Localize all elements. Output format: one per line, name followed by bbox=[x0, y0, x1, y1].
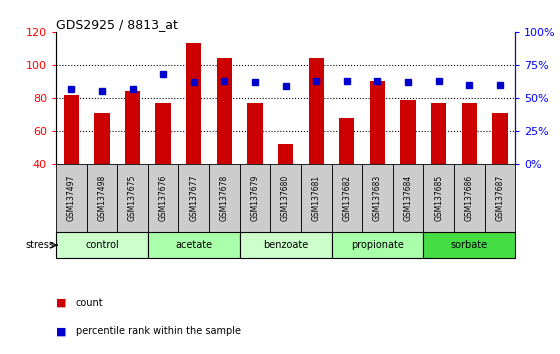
FancyBboxPatch shape bbox=[301, 164, 332, 232]
Text: GSM137675: GSM137675 bbox=[128, 175, 137, 221]
Text: acetate: acetate bbox=[175, 240, 212, 250]
Text: GSM137685: GSM137685 bbox=[434, 175, 443, 221]
FancyBboxPatch shape bbox=[240, 164, 270, 232]
Text: GDS2925 / 8813_at: GDS2925 / 8813_at bbox=[56, 18, 178, 31]
Bar bbox=[461, 103, 477, 230]
Text: GSM137498: GSM137498 bbox=[97, 175, 106, 221]
Bar bbox=[186, 44, 202, 230]
Text: GSM137676: GSM137676 bbox=[158, 175, 167, 221]
Text: benzoate: benzoate bbox=[263, 240, 308, 250]
Text: GSM137678: GSM137678 bbox=[220, 175, 229, 221]
Text: GSM137497: GSM137497 bbox=[67, 175, 76, 221]
FancyBboxPatch shape bbox=[87, 164, 117, 232]
Bar bbox=[370, 81, 385, 230]
Text: ■: ■ bbox=[56, 298, 67, 308]
FancyBboxPatch shape bbox=[148, 164, 179, 232]
FancyBboxPatch shape bbox=[454, 164, 484, 232]
Bar bbox=[248, 103, 263, 230]
Bar bbox=[400, 99, 416, 230]
Text: percentile rank within the sample: percentile rank within the sample bbox=[76, 326, 241, 336]
Bar bbox=[156, 103, 171, 230]
Bar bbox=[492, 113, 507, 230]
FancyBboxPatch shape bbox=[393, 164, 423, 232]
FancyBboxPatch shape bbox=[332, 164, 362, 232]
Text: propionate: propionate bbox=[351, 240, 404, 250]
FancyBboxPatch shape bbox=[362, 164, 393, 232]
Bar bbox=[94, 113, 110, 230]
Text: GSM137687: GSM137687 bbox=[496, 175, 505, 221]
FancyBboxPatch shape bbox=[56, 232, 148, 258]
Text: control: control bbox=[85, 240, 119, 250]
Text: GSM137684: GSM137684 bbox=[404, 175, 413, 221]
Bar bbox=[217, 58, 232, 230]
Text: GSM137679: GSM137679 bbox=[250, 175, 259, 221]
Text: GSM137682: GSM137682 bbox=[342, 175, 351, 221]
Bar bbox=[125, 91, 140, 230]
Text: GSM137686: GSM137686 bbox=[465, 175, 474, 221]
Text: ■: ■ bbox=[56, 326, 67, 336]
FancyBboxPatch shape bbox=[423, 232, 515, 258]
Bar bbox=[309, 58, 324, 230]
Bar bbox=[339, 118, 354, 230]
FancyBboxPatch shape bbox=[423, 164, 454, 232]
FancyBboxPatch shape bbox=[240, 232, 332, 258]
FancyBboxPatch shape bbox=[179, 164, 209, 232]
FancyBboxPatch shape bbox=[332, 232, 423, 258]
Text: GSM137677: GSM137677 bbox=[189, 175, 198, 221]
Text: GSM137683: GSM137683 bbox=[373, 175, 382, 221]
Text: GSM137681: GSM137681 bbox=[312, 175, 321, 221]
Text: count: count bbox=[76, 298, 103, 308]
FancyBboxPatch shape bbox=[117, 164, 148, 232]
Bar bbox=[278, 144, 293, 230]
Text: sorbate: sorbate bbox=[451, 240, 488, 250]
FancyBboxPatch shape bbox=[148, 232, 240, 258]
FancyBboxPatch shape bbox=[209, 164, 240, 232]
FancyBboxPatch shape bbox=[56, 164, 87, 232]
FancyBboxPatch shape bbox=[484, 164, 515, 232]
Text: stress: stress bbox=[25, 240, 54, 250]
Text: GSM137680: GSM137680 bbox=[281, 175, 290, 221]
Bar bbox=[64, 95, 79, 230]
Bar bbox=[431, 103, 446, 230]
FancyBboxPatch shape bbox=[270, 164, 301, 232]
